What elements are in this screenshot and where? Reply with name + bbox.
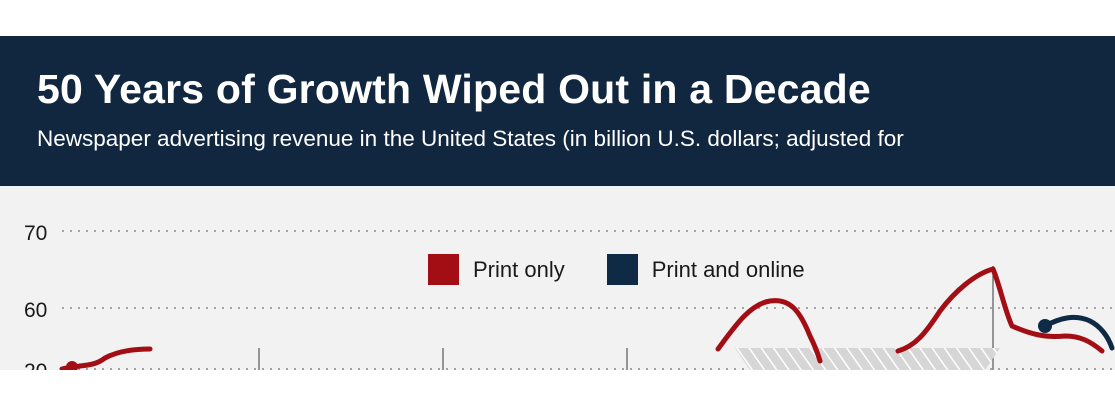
- chart-title: 50 Years of Growth Wiped Out in a Decade: [37, 66, 871, 112]
- series-marker-print-only: [66, 361, 78, 370]
- page-bottom-margin: [0, 370, 1115, 404]
- legend-label-print-and-online: Print and online: [651, 256, 805, 282]
- legend-swatch-print-only: [428, 254, 459, 285]
- legend-swatch-print-and-online: [606, 254, 638, 285]
- series-line-print-and-online: [1042, 314, 1115, 351]
- legend-item-print-only: Print only: [428, 254, 565, 285]
- legend-item-print-and-online: Print and online: [606, 254, 805, 285]
- chart-legend: Print only Print and online: [428, 254, 847, 285]
- y-tick-60: 60: [24, 299, 47, 322]
- recession-shading: [735, 348, 1000, 370]
- y-tick-20: 20: [24, 360, 47, 370]
- chart-svg: 70 60 20: [24, 222, 1115, 370]
- legend-label-print-only: Print only: [473, 256, 565, 282]
- chart-header: 50 Years of Growth Wiped Out in a Decade…: [0, 36, 1115, 186]
- series-marker-print-and-online: [1038, 319, 1052, 333]
- plot-area: 70 60 20: [0, 186, 1115, 370]
- chart-subtitle: Newspaper advertising revenue in the Uni…: [37, 126, 904, 151]
- y-tick-70: 70: [24, 222, 47, 245]
